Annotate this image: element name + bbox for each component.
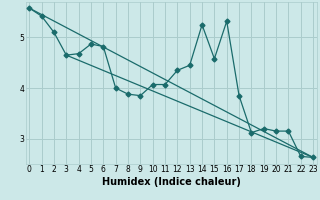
- X-axis label: Humidex (Indice chaleur): Humidex (Indice chaleur): [102, 177, 241, 187]
